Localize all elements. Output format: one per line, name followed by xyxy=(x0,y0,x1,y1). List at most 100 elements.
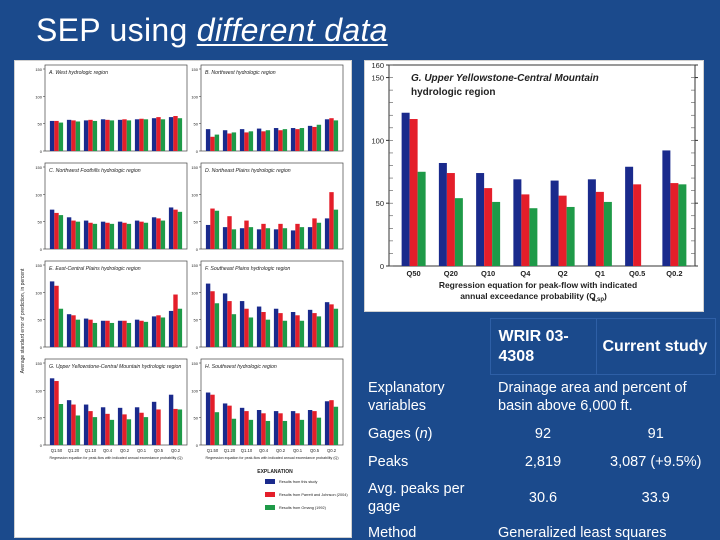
small-bar xyxy=(273,229,279,249)
small-bar xyxy=(160,119,166,151)
small-x-axis-caption: Regression equation for peak-flow with i… xyxy=(205,456,338,460)
small-bar xyxy=(222,293,228,347)
small-bar xyxy=(248,317,254,347)
small-tick-label: 0 xyxy=(196,247,199,252)
small-bar xyxy=(261,312,266,347)
small-bar xyxy=(177,118,183,151)
small-bar xyxy=(265,130,271,151)
small-tick-label: 100 xyxy=(191,290,198,295)
method-value: Generalized least squares xyxy=(498,524,667,540)
small-tick-label: 0 xyxy=(196,149,199,154)
small-bar xyxy=(49,209,55,249)
small-tick-label: 0 xyxy=(40,345,43,350)
table-corner-cell xyxy=(358,319,490,375)
bar-2-7 xyxy=(678,184,687,266)
small-bar xyxy=(324,218,330,249)
small-bar xyxy=(177,409,183,445)
small-bar xyxy=(299,320,305,347)
small-bar xyxy=(265,319,271,347)
small-chart-panel: B. Northwest hydrologic region 150 100 50 0 xyxy=(191,64,344,154)
small-bar xyxy=(256,306,262,347)
small-bar xyxy=(214,303,220,347)
small-tick-label: 0 xyxy=(196,443,199,448)
small-bar xyxy=(143,321,149,347)
small-bar xyxy=(231,418,237,445)
small-bar xyxy=(58,215,64,249)
small-bar xyxy=(210,291,215,347)
small-bar xyxy=(333,406,339,445)
bar-1-1 xyxy=(446,173,455,266)
small-bar xyxy=(58,122,64,151)
small-bar xyxy=(134,407,140,445)
small-bar xyxy=(278,313,283,347)
bar-2-1 xyxy=(454,198,463,266)
row-label-avg-peaks: Avg. peaks per gage xyxy=(368,481,465,515)
row-label-explanatory: Explanatory variables xyxy=(368,380,445,414)
small-bar xyxy=(227,216,232,249)
small-bar xyxy=(83,120,89,151)
small-panel-frame xyxy=(44,358,188,446)
small-bar xyxy=(261,131,266,151)
small-bar xyxy=(71,220,76,249)
small-bar xyxy=(282,129,288,151)
bar-0-1 xyxy=(438,162,447,266)
small-bar xyxy=(227,301,232,347)
small-bar xyxy=(312,313,317,347)
small-y-axis-label: Average standard error of prediction, in… xyxy=(20,268,26,373)
small-bar xyxy=(105,320,110,347)
small-panel-label: C. Northwest Foothills hydrologic region xyxy=(49,168,141,174)
bar-1-5 xyxy=(595,191,604,266)
small-bar xyxy=(156,218,161,249)
small-bar xyxy=(88,119,93,151)
small-bar xyxy=(316,124,322,151)
small-panel-label: G. Upper Yellowstone-Central Mountain hy… xyxy=(49,364,181,370)
small-tick-label: 0 xyxy=(40,247,43,252)
chart-g-svg: 0 50 100 150 160 G. Upper Yellowstone-Central… xyxy=(371,61,698,303)
small-bar xyxy=(139,412,144,445)
small-bar xyxy=(307,410,313,445)
small-tick-label: 100 xyxy=(35,192,42,197)
small-tick-label: 50 xyxy=(194,220,199,225)
small-legend: EXPLANATION Results from this study Result… xyxy=(257,469,348,510)
small-bar xyxy=(177,308,183,347)
small-bar xyxy=(92,417,98,445)
comparison-table: WRIR 03-4308 Current study Explanatory v… xyxy=(358,318,716,540)
small-bar xyxy=(126,419,132,445)
x-tick-label: Q20 xyxy=(444,269,458,278)
x-tick-label: Q0.5 xyxy=(629,269,645,278)
small-bar xyxy=(58,404,64,445)
small-bar xyxy=(66,314,72,347)
small-tick-label: 100 xyxy=(191,388,198,393)
small-panel-frame xyxy=(200,162,344,250)
small-bar xyxy=(88,411,93,445)
small-bar xyxy=(205,224,211,249)
small-bar xyxy=(316,316,322,347)
small-bar xyxy=(244,132,249,151)
table-row: Explanatory variables Drainage area and … xyxy=(358,375,716,421)
small-chart-panel: C. Northwest Foothills hydrologic region… xyxy=(35,162,188,252)
small-bar xyxy=(231,229,237,249)
small-tick-label: 150 xyxy=(35,361,42,366)
x-axis-label-line1: Regression equation for peak-flow with i… xyxy=(439,280,637,290)
small-tick-label: 50 xyxy=(38,416,43,421)
chart-title-line2: hydrologic region xyxy=(411,87,495,98)
small-bar xyxy=(122,414,127,445)
small-bar xyxy=(88,319,93,347)
bar-1-7 xyxy=(670,183,679,266)
small-bar xyxy=(122,119,127,151)
avg-peaks-current: 33.9 xyxy=(641,489,670,506)
small-bar xyxy=(244,411,249,445)
small-tick-label: 0 xyxy=(40,443,43,448)
bar-1-4 xyxy=(558,195,567,266)
small-panel-label: B. Northwest hydrologic region xyxy=(205,70,276,76)
small-tick-label: 100 xyxy=(35,388,42,393)
y-tick-label: 50 xyxy=(376,199,384,208)
bar-0-6 xyxy=(625,166,634,266)
small-x-tick-label: Q1.20 xyxy=(68,448,80,453)
small-bar xyxy=(299,128,305,151)
small-bar xyxy=(58,308,64,347)
small-bar xyxy=(143,417,149,445)
small-x-tick-label: Q0.1 xyxy=(293,448,303,453)
small-bar xyxy=(92,322,98,347)
